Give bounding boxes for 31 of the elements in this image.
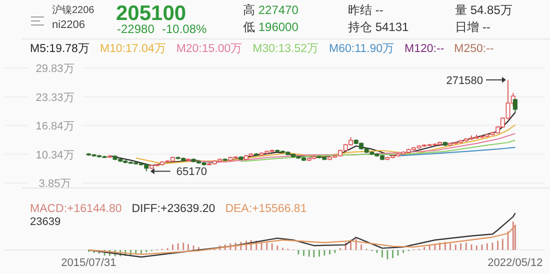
x-tick-label: 2015/07/31 xyxy=(61,257,116,269)
text: -10.08% xyxy=(162,22,208,36)
text: 205100 xyxy=(116,2,186,25)
legend-label: M250:-- xyxy=(454,43,494,55)
text: M5:19.78万 xyxy=(30,42,90,55)
text: MACD:+16144.80 xyxy=(30,203,122,215)
candlestick xyxy=(512,98,518,114)
y-tick-label: 16.84万 xyxy=(36,120,74,132)
x-tick-label: 2022/05/12 xyxy=(488,257,543,269)
text: 昨结 -- xyxy=(348,3,384,17)
text: DEA:+15566.81 xyxy=(225,203,307,215)
text: 低 196000 xyxy=(243,20,299,34)
text: ni2206 xyxy=(52,19,86,31)
text: M20:15.00万 xyxy=(176,42,243,55)
y-tick-label: 10.34万 xyxy=(36,149,74,162)
text: -22980 xyxy=(117,22,155,36)
annotation: 65170 xyxy=(176,166,207,178)
text: M30:13.52万 xyxy=(252,42,320,55)
y-tick-label: 29.83万 xyxy=(36,63,74,75)
text: M60:11.90万 xyxy=(329,42,395,55)
text: 沪镍2206 xyxy=(52,4,95,16)
text: 持仓 54131 xyxy=(348,20,410,34)
y-tick-label: 23.33万 xyxy=(36,92,74,104)
annotation: 23639 xyxy=(30,216,61,228)
text: 日增 -- xyxy=(455,20,490,34)
text: 量 54.85万 xyxy=(455,3,512,17)
text: 高 227470 xyxy=(243,3,299,17)
text: DIFF:+23639.20 xyxy=(132,203,216,215)
text: M10:17.04万 xyxy=(100,42,166,55)
legend-label: M120:-- xyxy=(404,43,444,55)
annotation: 271580 xyxy=(446,74,483,87)
